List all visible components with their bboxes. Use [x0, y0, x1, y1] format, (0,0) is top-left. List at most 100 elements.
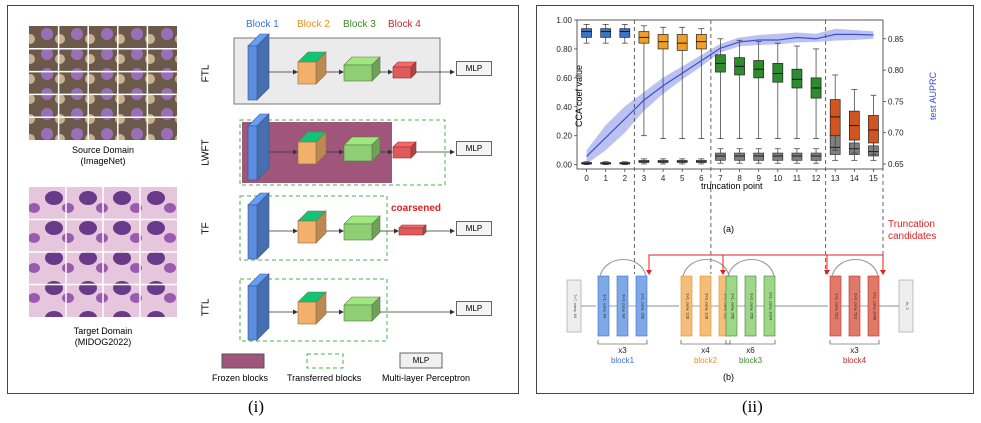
- block4-repeat: x3: [850, 346, 859, 355]
- legend-transferred-swatch: [306, 353, 344, 369]
- block1-layer-label-2: 3×3, conv, 64: [622, 294, 627, 319]
- lower-box-1: [600, 161, 612, 166]
- mlp-box-tf: MLP: [456, 221, 492, 236]
- upper-box-8: [734, 39, 745, 139]
- block1-cube-tf-side: [256, 192, 270, 260]
- block3-skip-connection: [727, 259, 775, 277]
- arrow-ftl-3-head: [388, 69, 393, 75]
- block3-repeat: x6: [746, 346, 755, 355]
- x-tick-label: 14: [850, 174, 859, 183]
- y-tick-label: 1.00: [556, 16, 572, 25]
- lower-box-0: [581, 161, 592, 166]
- arrow-ftl-1-head: [293, 69, 298, 75]
- lower-box-5: [676, 158, 688, 165]
- upper-box-9: [753, 41, 765, 139]
- panel-i-canvas: [29, 26, 455, 369]
- x-tick-label: 1: [603, 174, 608, 183]
- x-tick-label: 9: [756, 174, 761, 183]
- x-tick-label: 4: [661, 174, 666, 183]
- y-tick-label: 0.40: [556, 103, 572, 112]
- upper-box-4: [657, 26, 669, 139]
- block-cubes: [247, 33, 455, 341]
- x-tick-label: 10: [773, 174, 782, 183]
- upper-box-1: [600, 23, 612, 44]
- mlp-box-ttl: MLP: [456, 301, 492, 316]
- block1-layer-label-3: 1×1, conv, 256: [641, 293, 646, 320]
- block1-cube-tf-front: [247, 204, 258, 260]
- block4-layer-label-3: 1×1, conv, 2048: [873, 292, 878, 321]
- block4-cube-ftl-front: [392, 66, 412, 79]
- legend-mlp-swatch: [399, 352, 443, 369]
- ttl-transferred-area: [239, 278, 388, 342]
- upper-box-3: [638, 25, 650, 137]
- block3-layer-label-2: 3×3, conv, 256: [750, 293, 755, 320]
- lwft-transferred-area: [239, 119, 446, 186]
- output-fc-layer: [898, 279, 914, 333]
- block3-layer-label-3: 1×1, conv, 1024: [769, 292, 774, 321]
- block4-layer-label-1: 1×1, conv, 512: [835, 293, 840, 320]
- block1-cube-ttl-front: [247, 285, 258, 341]
- block3-cube-lwft-front: [343, 144, 373, 162]
- truncation-arrowhead-1: [646, 270, 652, 275]
- truncation-note-line2: candidates: [888, 231, 937, 242]
- y-tick-label: 0.20: [556, 132, 572, 141]
- source-image-grid: [29, 26, 177, 140]
- block4-cube-ftl: [392, 61, 417, 79]
- block1-cube-lwft-side: [256, 113, 270, 181]
- block2-cube-tf-front: [297, 220, 317, 244]
- block1-cube-ftl-front: [247, 45, 258, 101]
- upper-box-13: [829, 74, 841, 151]
- target-domain-subtitle: (MIDOG2022): [74, 337, 132, 347]
- x-tick-label: 2: [623, 174, 628, 183]
- output-fc-label: fc, 2: [905, 302, 910, 310]
- arrow-tf-2-head: [339, 228, 344, 234]
- arrow-ttl-mlp-head: [450, 309, 455, 315]
- lower-box-10-body: [772, 152, 784, 161]
- x-tick-label: 3: [642, 174, 647, 183]
- x-tick-label: 8: [737, 174, 742, 183]
- block1-cube-lwft-front: [247, 125, 258, 181]
- block3-cube-tf: [343, 215, 381, 241]
- y-tick-label: 0.00: [556, 161, 572, 170]
- block3-cube-ttl-front: [343, 304, 373, 322]
- lower-box-7: [715, 148, 726, 164]
- block-header-4: Block 4: [388, 19, 421, 30]
- chart-ylabel: CCA coef value: [574, 64, 584, 128]
- lower-box-10: [772, 148, 784, 164]
- upper-box-7: [715, 38, 726, 139]
- block2-cube-ttl: [297, 291, 327, 325]
- lower-box-6: [695, 158, 707, 165]
- block1-cube-ftl-side: [256, 33, 270, 101]
- row-label-ttl: TTL: [200, 298, 212, 317]
- legend-mlp-box-label: MLP: [412, 356, 430, 365]
- x-tick-label: 7: [718, 174, 723, 183]
- truncation-note-line1: Truncation: [888, 219, 935, 230]
- lower-box-9: [753, 148, 765, 164]
- block4-cube-lwft: [392, 141, 417, 159]
- block1-name: block1: [611, 356, 635, 365]
- subfigure-a-label: (a): [723, 224, 734, 234]
- block1-cube-lwft: [247, 113, 270, 181]
- block2-cube-ftl-front: [297, 61, 317, 85]
- tf-transferred-area: [239, 195, 388, 261]
- cca-chart: 0.00 0.20 0.40 0.60 0.80 1.00 0.65 0.70 0.75 0.80…: [556, 16, 904, 274]
- lower-box-9-body: [753, 152, 765, 161]
- panel-i: Source Domain (ImageNet) Target Domain (…: [7, 5, 519, 394]
- arrow-ttl-1-head: [293, 309, 298, 315]
- upper-box-10: [772, 42, 784, 139]
- block1-cube-ttl: [247, 273, 270, 341]
- block-header-3: Block 3: [343, 19, 376, 30]
- legend-mlp-label: Multi-layer Perceptron: [382, 373, 471, 383]
- block2-bracket: [680, 340, 731, 345]
- upper-box-15: [868, 94, 879, 155]
- legend-frozen-label: Frozen blocks: [212, 373, 269, 383]
- arrow-tf-1-head: [293, 228, 298, 234]
- block-header-1: Block 1: [246, 19, 279, 30]
- y2-tick-label: 0.65: [888, 160, 904, 169]
- arrow-lwft-mlp-head: [450, 149, 455, 155]
- block2-cube-lwft-front: [297, 141, 317, 165]
- block2-skip-connection: [682, 259, 730, 277]
- block1-cube-ftl: [247, 33, 270, 101]
- block2-cube-lwft: [297, 131, 327, 165]
- truncation-arrowhead-3: [824, 270, 830, 275]
